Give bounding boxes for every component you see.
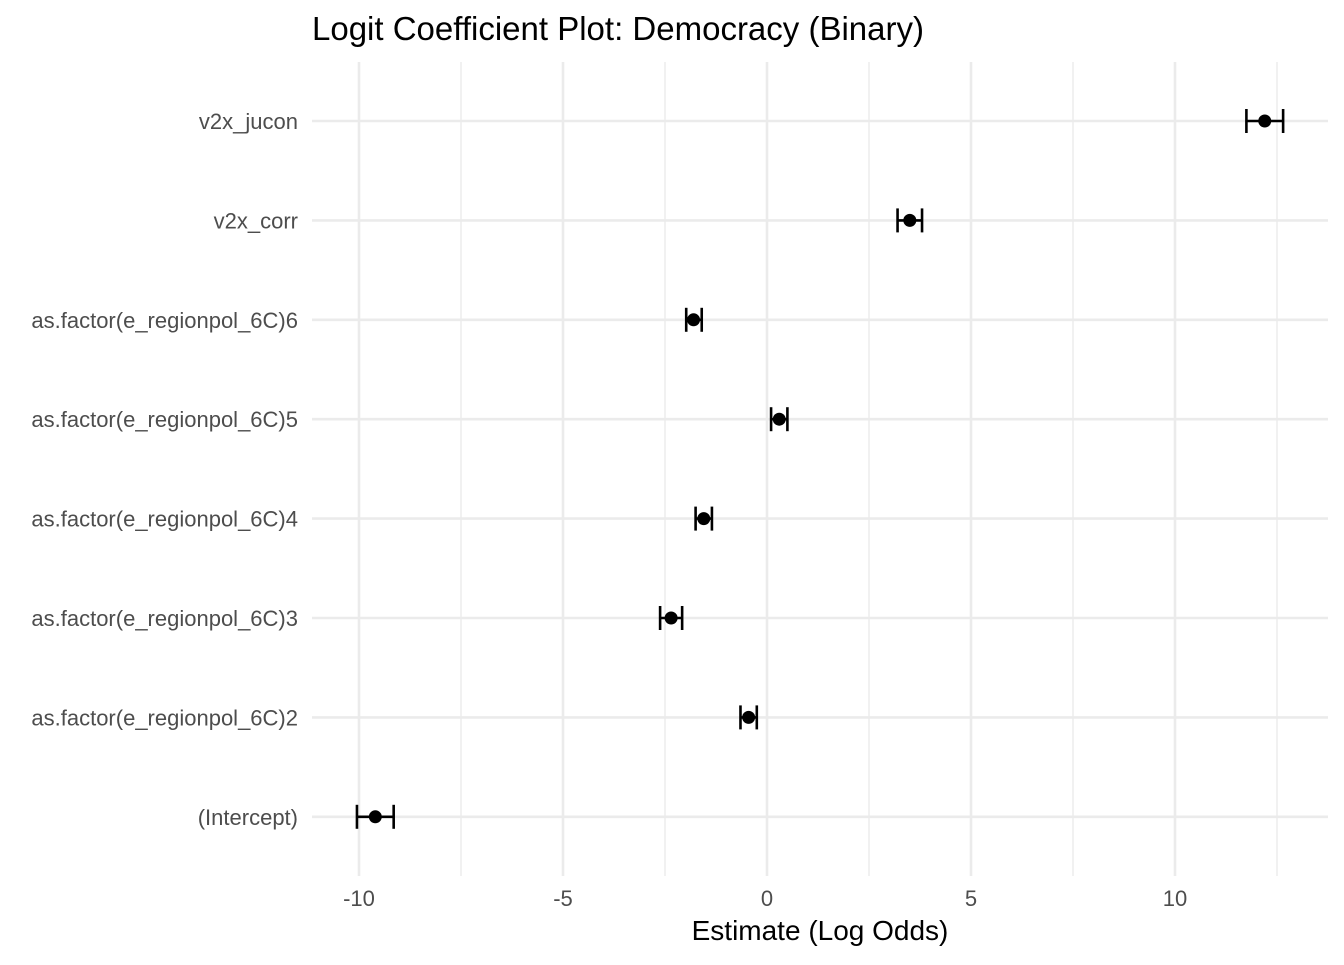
y-tick-label: as.factor(e_regionpol_6C)6 <box>31 308 298 333</box>
y-tick-label: as.factor(e_regionpol_6C)4 <box>31 507 298 532</box>
estimate-point <box>742 710 756 724</box>
y-tick-label: as.factor(e_regionpol_6C)3 <box>31 606 298 631</box>
y-tick-label: v2x_jucon <box>199 109 298 134</box>
y-tick-label: as.factor(e_regionpol_6C)5 <box>31 407 298 432</box>
estimate-point <box>903 213 917 227</box>
coefficient-mark <box>694 506 714 531</box>
y-tick-label: v2x_corr <box>214 208 298 233</box>
estimate-point <box>664 611 678 625</box>
coefficient-mark <box>769 407 789 432</box>
estimate-point <box>697 512 711 526</box>
coefficient-mark <box>1245 109 1285 133</box>
coefficient-marks <box>355 109 1285 829</box>
estimate-point <box>1258 114 1272 128</box>
estimate-point <box>772 412 786 426</box>
coefficient-mark <box>739 705 759 730</box>
y-axis-labels: v2x_jucon v2x_corr as.factor(e_regionpol_6… <box>31 109 298 830</box>
x-tick-label: 10 <box>1163 886 1187 911</box>
coefficient-mark <box>896 208 924 233</box>
x-tick-label: 0 <box>761 886 773 911</box>
estimate-point <box>687 313 701 327</box>
grid-lines <box>312 62 1328 876</box>
coefficient-mark <box>355 804 395 829</box>
y-tick-label: (Intercept) <box>198 805 298 830</box>
estimate-point <box>368 810 382 824</box>
y-tick-label: as.factor(e_regionpol_6C)2 <box>31 705 298 730</box>
x-tick-label: 5 <box>965 886 977 911</box>
x-axis-tick-labels: -10 -5 0 5 10 <box>343 886 1187 911</box>
x-tick-label: -10 <box>343 886 375 911</box>
coefficient-mark <box>684 307 704 332</box>
coefficient-mark <box>658 606 684 630</box>
x-tick-label: -5 <box>553 886 573 911</box>
chart-title: Logit Coefficient Plot: Democracy (Binar… <box>312 10 924 47</box>
x-axis-title: Estimate (Log Odds) <box>692 915 949 946</box>
